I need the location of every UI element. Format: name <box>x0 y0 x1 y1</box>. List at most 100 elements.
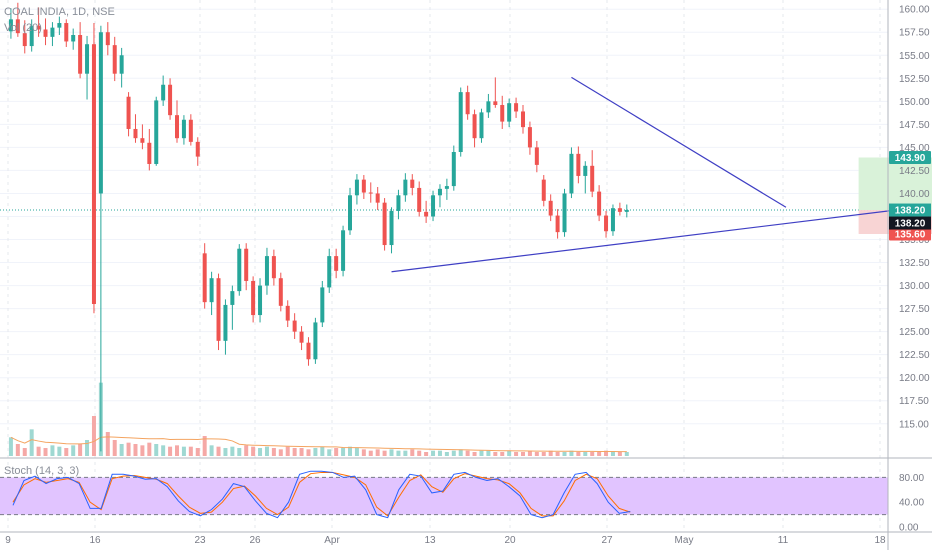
volume-bar <box>119 444 124 456</box>
candle-body <box>271 256 276 279</box>
candle <box>105 22 110 56</box>
time-tick-label: 20 <box>504 535 516 546</box>
last-price-tag-bg <box>889 203 931 217</box>
candle-body <box>500 105 505 122</box>
stoch-d-line <box>12 471 631 517</box>
volume-bar <box>617 452 622 456</box>
volume-bar <box>216 446 221 456</box>
candle-body <box>202 253 207 303</box>
candle-body <box>548 200 553 216</box>
time-tick-label: 13 <box>424 535 436 546</box>
candle-body <box>472 114 477 139</box>
volume-bar <box>417 450 422 456</box>
volume-bar <box>313 448 318 456</box>
candle-body <box>78 35 83 74</box>
candle <box>112 36 117 82</box>
price-tick-label: 115.00 <box>899 419 929 430</box>
candle-body <box>133 128 138 139</box>
candle-body <box>521 111 525 128</box>
candle <box>147 128 152 171</box>
legend-symbol: COAL INDIA, 1D, NSE <box>4 6 115 18</box>
volume-bar <box>64 448 69 456</box>
candle-body <box>576 153 581 176</box>
price-tick-label: 160.00 <box>899 5 930 16</box>
candle-body <box>57 23 62 28</box>
time-tick-label: 11 <box>778 535 789 546</box>
candle-body <box>458 92 463 152</box>
volume-bar <box>306 449 311 456</box>
candle <box>64 19 69 47</box>
volume-bar <box>527 450 532 456</box>
candle-body <box>417 187 422 212</box>
candle-body <box>313 322 318 360</box>
candle-body <box>29 25 34 47</box>
price-tick-label: 135.00 <box>899 235 930 246</box>
candle-body <box>195 141 200 157</box>
volume-bar <box>555 452 560 456</box>
candle-body <box>486 101 491 113</box>
volume-bar <box>444 452 449 456</box>
candle <box>361 175 366 199</box>
candle-body <box>71 35 76 42</box>
candle <box>431 190 436 222</box>
volume-bar <box>583 452 588 456</box>
volume-bar <box>161 445 166 456</box>
candle-body <box>424 211 429 217</box>
volume-bar <box>154 444 159 456</box>
stop-price-tag-text: 135.60 <box>895 229 926 240</box>
candle-body <box>175 115 179 139</box>
grid <box>0 0 888 530</box>
volume-bar <box>8 437 13 456</box>
candle-body <box>50 27 55 37</box>
candle <box>424 200 429 223</box>
candle-body <box>327 256 332 288</box>
volume-bar <box>521 452 525 456</box>
volume-bar <box>57 446 62 456</box>
candle-body <box>154 100 159 164</box>
candle-body <box>541 179 546 201</box>
candle <box>202 243 207 309</box>
volume-bar <box>168 446 173 456</box>
volume-bar <box>264 446 269 456</box>
volume-bar <box>175 445 179 456</box>
candle <box>610 204 615 236</box>
candle <box>237 244 242 296</box>
volume-bar <box>382 450 387 456</box>
candle-body <box>209 278 214 303</box>
price-tick-label: 150.00 <box>899 97 930 108</box>
legend-volume: Vol (20) <box>4 22 42 34</box>
time-tick-label: 16 <box>89 535 101 546</box>
volume-bar <box>604 450 609 456</box>
candle-body <box>244 248 249 281</box>
candle <box>195 137 200 166</box>
candle <box>175 100 179 143</box>
candle-body <box>569 153 574 194</box>
time-tick-label: 23 <box>194 535 206 546</box>
stoch-tick-label: 40.00 <box>899 498 924 509</box>
time-tick-label: 9 <box>5 535 11 546</box>
candle <box>230 285 235 330</box>
volume-bar <box>437 450 442 456</box>
candle <box>168 78 173 120</box>
stoch-tick-label: 80.00 <box>899 473 924 484</box>
volume-bar <box>258 448 263 456</box>
candle-body <box>368 192 373 194</box>
candle <box>133 114 138 143</box>
candle-body <box>375 193 380 203</box>
candle <box>590 150 595 198</box>
candle-body <box>15 19 20 34</box>
volume-bar <box>251 446 256 456</box>
candle-body <box>610 208 615 232</box>
candle <box>486 93 491 118</box>
candle <box>8 8 13 39</box>
volume-bar <box>43 448 48 456</box>
trendlines[interactable] <box>391 76 904 273</box>
candle <box>126 92 131 137</box>
candle-body <box>161 84 166 101</box>
close-price-tag-bg <box>889 216 931 230</box>
price-tick-label: 132.50 <box>899 258 930 269</box>
candle <box>188 114 193 146</box>
price-tick-label: 120.00 <box>899 373 930 384</box>
